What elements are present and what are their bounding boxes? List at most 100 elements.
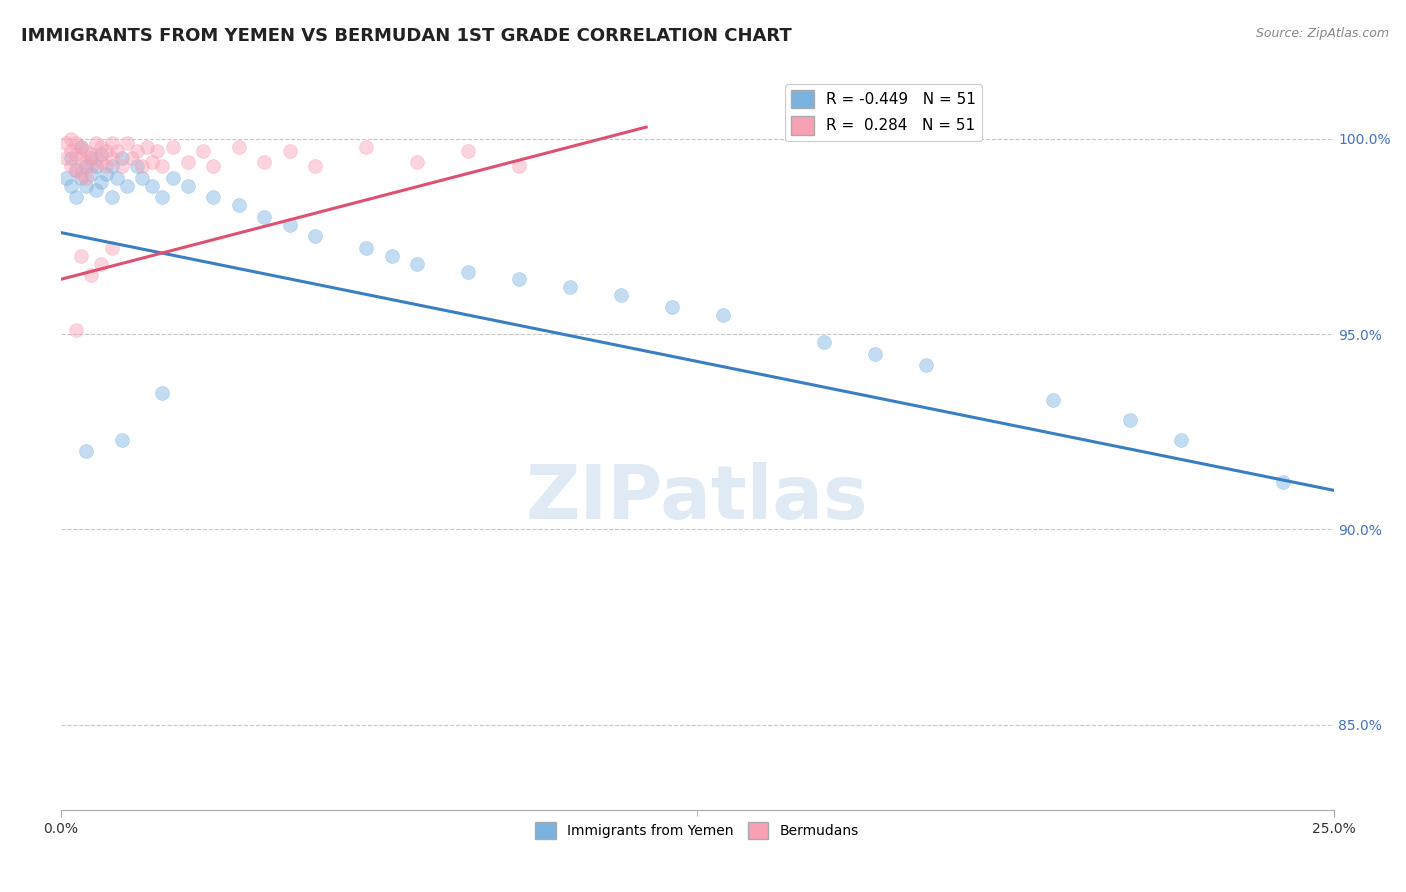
Point [75, 178, 97, 193]
Text: ZIPatlas: ZIPatlas [526, 462, 869, 535]
Point [457, 144, 479, 158]
Point [90, 147, 112, 161]
Point [115, 178, 138, 193]
Point [915, 359, 938, 373]
Point [177, 178, 200, 193]
Point [59, 178, 82, 193]
Point [125, 144, 148, 158]
Point [131, 170, 153, 185]
Point [84, 159, 107, 173]
Point [65, 136, 87, 150]
Point [177, 155, 200, 169]
Point [111, 152, 134, 166]
Point [381, 249, 404, 263]
Point [100, 152, 122, 166]
Point [65, 147, 87, 161]
Point [75, 170, 97, 185]
Point [152, 385, 174, 400]
Point [253, 155, 276, 169]
Point [65, 323, 87, 337]
Point [304, 159, 326, 173]
Point [354, 139, 377, 153]
Point [70, 249, 93, 263]
Point [508, 159, 530, 173]
Point [202, 190, 225, 204]
Point [65, 163, 87, 178]
Point [70, 139, 93, 153]
Text: Source: ZipAtlas.com: Source: ZipAtlas.com [1256, 27, 1389, 40]
Point [100, 159, 122, 173]
Point [80, 268, 103, 283]
Point [90, 139, 112, 153]
Point [253, 210, 276, 224]
Point [457, 264, 479, 278]
Point [90, 155, 112, 169]
Point [304, 229, 326, 244]
Point [75, 144, 97, 158]
Point [75, 155, 97, 169]
Point [354, 241, 377, 255]
Point [55, 152, 77, 166]
Point [59, 152, 82, 166]
Point [84, 152, 107, 166]
Point [65, 190, 87, 204]
Point [152, 190, 174, 204]
Point [100, 190, 122, 204]
Point [55, 170, 77, 185]
Point [558, 280, 581, 294]
Point [228, 139, 250, 153]
Point [661, 300, 683, 314]
Point [406, 257, 429, 271]
Point [1271, 475, 1294, 490]
Point [813, 334, 835, 349]
Point [1042, 393, 1064, 408]
Point [162, 139, 184, 153]
Point [59, 144, 82, 158]
Point [80, 152, 103, 166]
Point [508, 272, 530, 286]
Point [70, 167, 93, 181]
Point [65, 163, 87, 178]
Point [141, 155, 163, 169]
Point [80, 167, 103, 181]
Point [111, 159, 134, 173]
Point [80, 159, 103, 173]
Point [146, 144, 169, 158]
Point [865, 346, 887, 360]
Point [406, 155, 429, 169]
Point [152, 159, 174, 173]
Point [75, 159, 97, 173]
Point [59, 159, 82, 173]
Point [141, 178, 163, 193]
Point [84, 136, 107, 150]
Point [70, 152, 93, 166]
Point [609, 288, 631, 302]
Point [96, 144, 118, 158]
Point [70, 170, 93, 185]
Point [90, 175, 112, 189]
Point [111, 433, 134, 447]
Point [105, 144, 128, 158]
Point [100, 136, 122, 150]
Point [55, 136, 77, 150]
Legend: Immigrants from Yemen, Bermudans: Immigrants from Yemen, Bermudans [530, 816, 865, 845]
Point [1170, 433, 1192, 447]
Point [75, 444, 97, 458]
Point [136, 139, 159, 153]
Point [59, 132, 82, 146]
Point [278, 144, 301, 158]
Point [84, 183, 107, 197]
Text: IMMIGRANTS FROM YEMEN VS BERMUDAN 1ST GRADE CORRELATION CHART: IMMIGRANTS FROM YEMEN VS BERMUDAN 1ST GR… [21, 27, 792, 45]
Point [96, 159, 118, 173]
Point [125, 159, 148, 173]
Point [228, 198, 250, 212]
Point [96, 167, 118, 181]
Point [90, 257, 112, 271]
Point [80, 147, 103, 161]
Point [711, 308, 734, 322]
Point [131, 159, 153, 173]
Point [278, 218, 301, 232]
Point [105, 170, 128, 185]
Point [100, 241, 122, 255]
Point [1119, 413, 1142, 427]
